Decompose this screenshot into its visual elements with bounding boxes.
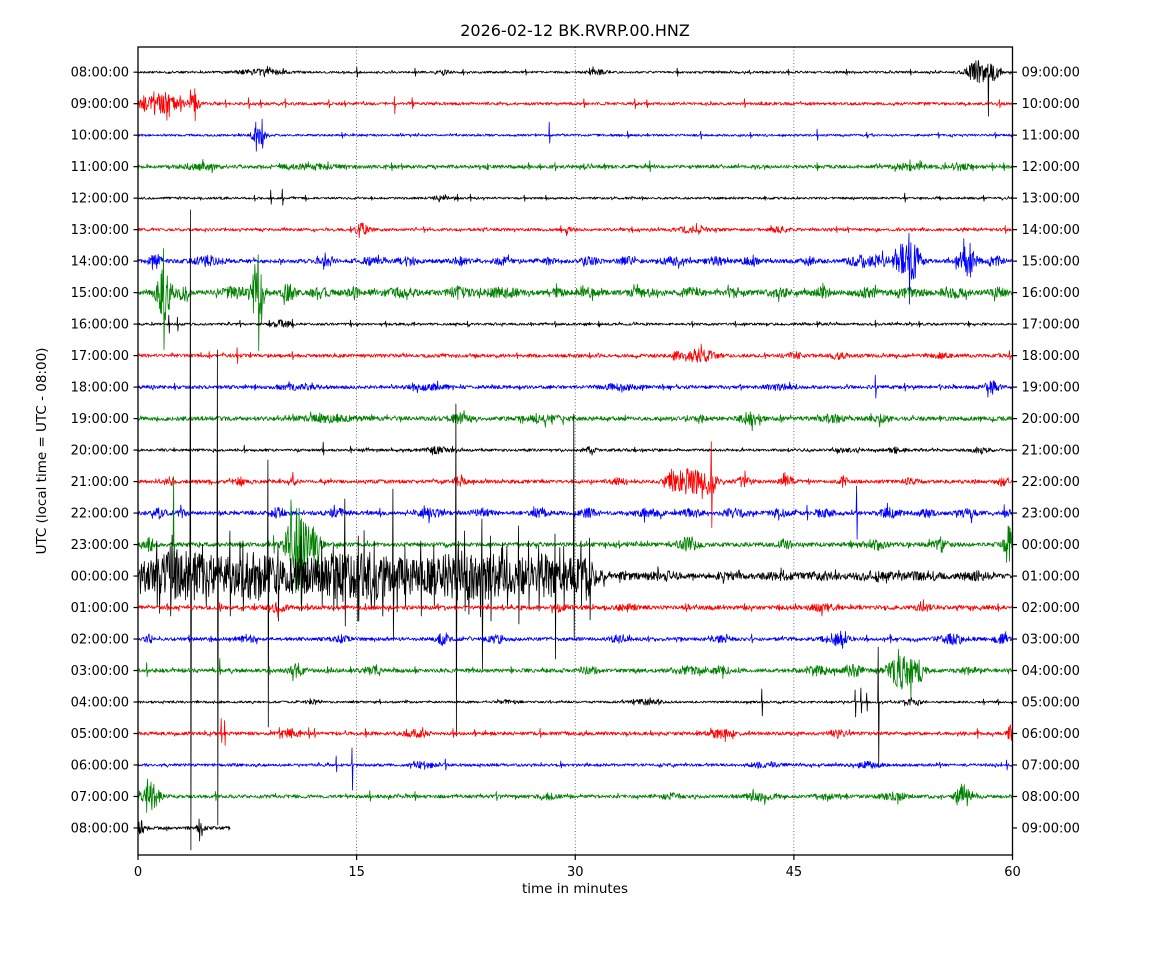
trace-09:00:00 <box>137 88 1013 122</box>
local-label-0: 09:00:00 <box>1022 66 1080 81</box>
local-label-22: 07:00:00 <box>1022 758 1080 773</box>
local-label-15: 00:00:00 <box>1022 538 1080 553</box>
local-label-17: 02:00:00 <box>1022 601 1080 616</box>
local-label-2: 11:00:00 <box>1022 129 1080 144</box>
trace-07:00:00 <box>137 778 1013 813</box>
xtick-label-0: 0 <box>134 865 142 880</box>
local-label-9: 18:00:00 <box>1022 349 1080 364</box>
utc-label-12: 20:00:00 <box>71 444 129 459</box>
local-label-4: 13:00:00 <box>1022 192 1080 207</box>
trace-03:00:00 <box>137 648 1013 699</box>
utc-label-24: 08:00:00 <box>71 821 129 836</box>
utc-label-13: 21:00:00 <box>71 475 129 490</box>
trace-14:00:00 <box>137 232 1013 305</box>
local-label-19: 04:00:00 <box>1022 664 1080 679</box>
local-label-20: 05:00:00 <box>1022 696 1080 711</box>
axes: 08:00:00 09:00:00 09:00:00 10:00:00 10:00:00… <box>71 46 1080 880</box>
xtick-label-45: 45 <box>786 865 803 880</box>
utc-label-9: 17:00:00 <box>71 349 129 364</box>
utc-label-8: 16:00:00 <box>71 318 129 333</box>
plot-title: 2026-02-12 BK.RVRP.00.HNZ <box>460 21 690 40</box>
utc-label-5: 13:00:00 <box>71 223 129 238</box>
xtick-label-30: 30 <box>567 865 584 880</box>
trace-22:00:00 <box>137 485 1013 540</box>
trace-15:00:00 <box>137 248 1013 351</box>
utc-label-2: 10:00:00 <box>71 129 129 144</box>
local-label-5: 14:00:00 <box>1022 223 1080 238</box>
trace-18:00:00 <box>137 374 1013 399</box>
trace-11:00:00 <box>137 159 1013 174</box>
utc-label-7: 15:00:00 <box>71 286 129 301</box>
local-label-1: 10:00:00 <box>1022 97 1080 112</box>
local-label-11: 20:00:00 <box>1022 412 1080 427</box>
utc-label-11: 19:00:00 <box>71 412 129 427</box>
trace-layer <box>137 60 1013 851</box>
trace-17:00:00 <box>137 343 1013 364</box>
trace-21:00:00 <box>137 441 1013 528</box>
trace-20:00:00 <box>137 441 1013 456</box>
utc-label-14: 22:00:00 <box>71 507 129 522</box>
trace-19:00:00 <box>137 410 1013 432</box>
trace-13:00:00 <box>137 222 1013 239</box>
utc-label-10: 18:00:00 <box>71 381 129 396</box>
utc-label-6: 14:00:00 <box>71 255 129 270</box>
trace-23:00:00 <box>137 476 1013 605</box>
trace-00:00:00 <box>137 209 1013 851</box>
utc-label-15: 23:00:00 <box>71 538 129 553</box>
utc-label-22: 06:00:00 <box>71 758 129 773</box>
trace-06:00:00 <box>137 747 1013 791</box>
xtick-label-60: 60 <box>1004 865 1021 880</box>
utc-label-3: 11:00:00 <box>71 160 129 175</box>
utc-label-20: 04:00:00 <box>71 696 129 711</box>
local-label-12: 21:00:00 <box>1022 444 1080 459</box>
trace-12:00:00 <box>137 188 1013 206</box>
utc-label-18: 02:00:00 <box>71 633 129 648</box>
utc-label-1: 09:00:00 <box>71 97 129 112</box>
trace-01:00:00 <box>137 599 1013 618</box>
local-label-18: 03:00:00 <box>1022 633 1080 648</box>
utc-label-4: 12:00:00 <box>71 192 129 207</box>
trace-08:00:00 <box>137 60 1013 117</box>
utc-label-19: 03:00:00 <box>71 664 129 679</box>
y-axis-label: UTC (local time = UTC - 08:00) <box>34 348 50 555</box>
x-axis-label: time in minutes <box>522 881 628 897</box>
local-label-23: 08:00:00 <box>1022 790 1080 805</box>
utc-label-21: 05:00:00 <box>71 727 129 742</box>
xtick-label-15: 15 <box>348 865 365 880</box>
local-label-13: 22:00:00 <box>1022 475 1080 490</box>
local-label-16: 01:00:00 <box>1022 570 1080 585</box>
utc-label-17: 01:00:00 <box>71 601 129 616</box>
utc-label-0: 08:00:00 <box>71 66 129 81</box>
local-label-14: 23:00:00 <box>1022 507 1080 522</box>
local-label-8: 17:00:00 <box>1022 318 1080 333</box>
trace-16:00:00 <box>137 314 1013 334</box>
local-label-6: 15:00:00 <box>1022 255 1080 270</box>
utc-label-23: 07:00:00 <box>71 790 129 805</box>
utc-label-16: 00:00:00 <box>71 570 129 585</box>
local-label-3: 12:00:00 <box>1022 160 1080 175</box>
trace-05:00:00 <box>137 718 1013 746</box>
local-label-7: 16:00:00 <box>1022 286 1080 301</box>
local-label-24: 09:00:00 <box>1022 821 1080 836</box>
trace-08:00:00 <box>137 818 231 842</box>
local-label-21: 06:00:00 <box>1022 727 1080 742</box>
trace-04:00:00 <box>137 646 1013 768</box>
trace-02:00:00 <box>137 630 1013 649</box>
trace-10:00:00 <box>137 118 1013 152</box>
local-label-10: 19:00:00 <box>1022 381 1080 396</box>
